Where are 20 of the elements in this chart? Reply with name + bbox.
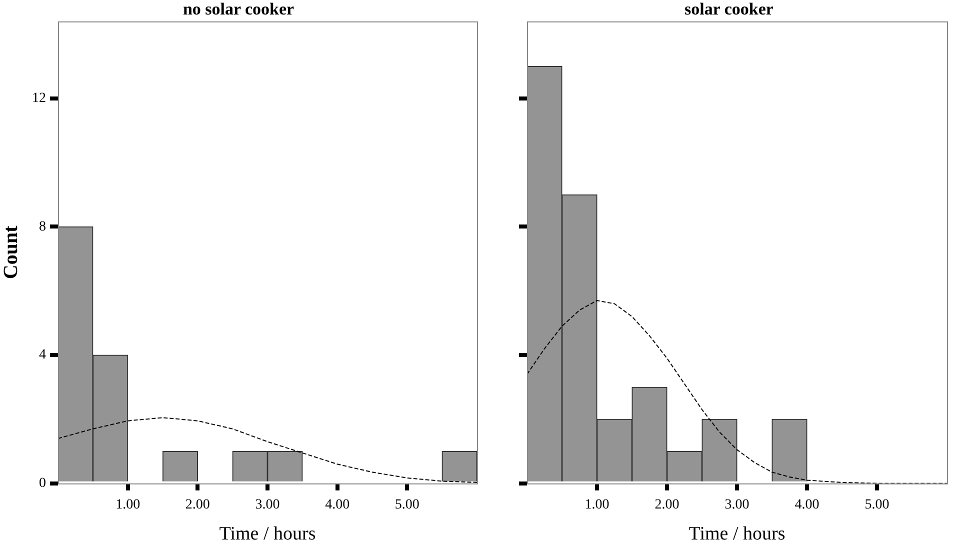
x-axis-title: Time / hours	[688, 524, 786, 545]
x-tick-label: 2.00	[654, 497, 680, 512]
chart-title: no solar cooker	[182, 0, 295, 19]
x-tick-label: 4.00	[794, 497, 820, 512]
x-tick-label: 5.00	[394, 497, 420, 512]
x-tick-label: 1.00	[584, 497, 610, 512]
y-tick-label: 0	[39, 476, 46, 492]
x-tick-label: 5.00	[864, 497, 890, 512]
y-axis-title: Count	[0, 225, 22, 280]
line-series	[58, 417, 477, 483]
x-tick-label: 3.00	[255, 497, 280, 512]
x-tick-label: 2.00	[185, 497, 210, 512]
x-tick-label: 3.00	[724, 497, 750, 512]
y-tick-label: 4	[39, 348, 46, 363]
x-tick-label: 4.00	[325, 497, 350, 512]
y-tick-label: 12	[32, 91, 46, 106]
x-tick-label: 1.00	[116, 497, 140, 512]
y-tick-label: 8	[39, 219, 46, 234]
x-axis-title: Time / hours	[219, 524, 316, 545]
chart-title: solar cooker	[684, 0, 774, 19]
